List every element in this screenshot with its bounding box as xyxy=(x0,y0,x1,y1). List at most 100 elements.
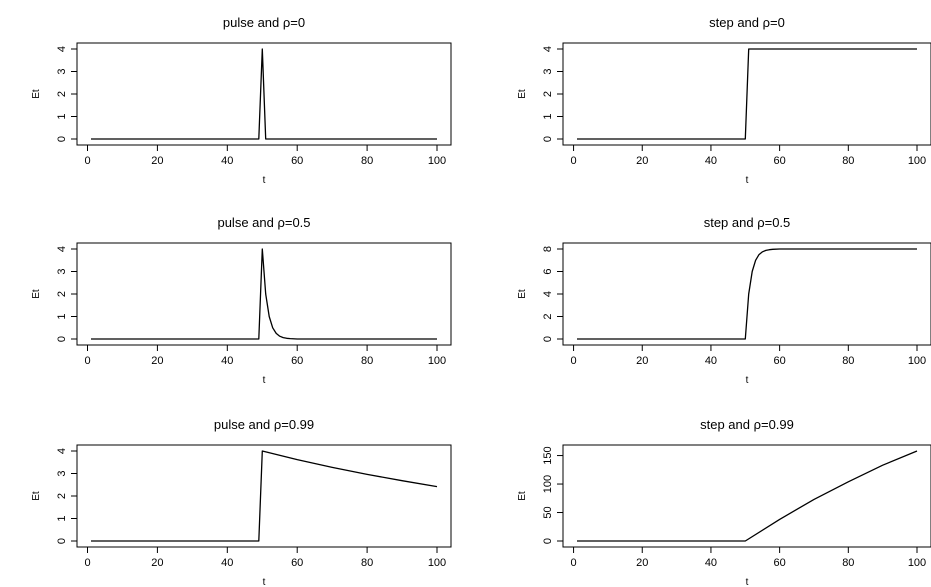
x-tick-label: 100 xyxy=(908,355,926,367)
y-axis-label: Et xyxy=(31,491,42,501)
x-axis-label: t xyxy=(746,577,749,587)
y-tick-label: 2 xyxy=(56,91,68,97)
panel-2: step and ρ=0 0 20 40 60 80 100 0 1 2 3 4 t Et xyxy=(517,15,931,186)
x-tick-label: 60 xyxy=(774,557,786,569)
y-axis-label: Et xyxy=(517,289,528,299)
x-tick-label: 100 xyxy=(428,155,446,167)
panel-3: pulse and ρ=0.5 0 20 40 60 80 100 0 1 2 3 4 t Et xyxy=(31,215,452,386)
x-axis-label: t xyxy=(263,375,266,386)
x-tick-label: 40 xyxy=(221,355,233,367)
x-tick-label: 0 xyxy=(571,355,577,367)
x-tick-label: 60 xyxy=(291,557,303,569)
y-tick-label: 100 xyxy=(542,475,554,493)
y-tick-label: 6 xyxy=(542,268,554,274)
series-line xyxy=(91,248,437,340)
plot-frame xyxy=(562,242,931,346)
x-tick-label: 0 xyxy=(571,557,577,569)
y-tick-label: 0 xyxy=(56,336,68,342)
y-axis-label: Et xyxy=(31,89,42,99)
y-tick-label: 150 xyxy=(542,446,554,464)
y-tick-label: 2 xyxy=(542,313,554,319)
x-tick-label: 60 xyxy=(774,155,786,167)
y-tick-label: 4 xyxy=(56,46,68,52)
plot-frame xyxy=(76,444,452,548)
y-tick-label: 2 xyxy=(56,291,68,297)
y-tick-label: 3 xyxy=(56,470,68,476)
x-tick-label: 20 xyxy=(636,155,648,167)
series-line xyxy=(91,48,437,140)
y-tick-label: 0 xyxy=(542,136,554,142)
x-tick-label: 100 xyxy=(908,557,926,569)
chart-title: pulse and ρ=0.99 xyxy=(214,417,314,432)
x-tick-label: 60 xyxy=(291,155,303,167)
x-tick-label: 0 xyxy=(84,155,90,167)
y-tick-label: 0 xyxy=(56,538,68,544)
series-line xyxy=(91,450,438,542)
x-tick-label: 40 xyxy=(705,155,717,167)
x-tick-label: 80 xyxy=(361,557,373,569)
x-tick-label: 20 xyxy=(636,355,648,367)
panel-4: step and ρ=0.5 0 20 40 60 80 100 0 2 4 6 8 t Et xyxy=(517,215,931,386)
chart-title: pulse and ρ=0 xyxy=(223,15,305,30)
x-tick-label: 60 xyxy=(774,355,786,367)
x-tick-label: 100 xyxy=(428,557,446,569)
x-tick-label: 20 xyxy=(636,557,648,569)
chart-title: step and ρ=0 xyxy=(709,15,785,30)
x-tick-label: 60 xyxy=(291,355,303,367)
x-tick-label: 100 xyxy=(428,355,446,367)
x-tick-label: 0 xyxy=(571,155,577,167)
y-tick-label: 8 xyxy=(542,246,554,252)
y-axis-label: Et xyxy=(517,491,528,501)
plot-frame xyxy=(562,444,931,548)
x-tick-label: 20 xyxy=(151,557,163,569)
x-tick-label: 20 xyxy=(151,155,163,167)
x-tick-label: 40 xyxy=(221,557,233,569)
y-tick-label: 3 xyxy=(56,68,68,74)
plot-frame xyxy=(76,242,452,346)
y-tick-label: 2 xyxy=(56,493,68,499)
x-tick-label: 20 xyxy=(151,355,163,367)
x-axis-label: t xyxy=(746,175,749,186)
y-tick-label: 2 xyxy=(542,91,554,97)
y-tick-label: 4 xyxy=(542,291,554,297)
x-tick-label: 40 xyxy=(221,155,233,167)
y-tick-label: 3 xyxy=(56,268,68,274)
y-tick-label: 3 xyxy=(542,68,554,74)
y-tick-label: 4 xyxy=(56,448,68,454)
x-tick-label: 80 xyxy=(361,155,373,167)
x-tick-label: 80 xyxy=(842,355,854,367)
y-tick-label: 1 xyxy=(542,113,554,119)
y-tick-label: 0 xyxy=(56,136,68,142)
panel-5: pulse and ρ=0.99 0 20 40 60 80 100 0 1 2 3 4 t Et xyxy=(31,417,452,587)
x-axis-label: t xyxy=(263,577,266,587)
y-tick-label: 1 xyxy=(56,313,68,319)
series-line xyxy=(577,48,917,140)
panel-6: step and ρ=0.99 0 20 40 60 80 100 0 50 100 150 t Et xyxy=(517,417,931,587)
x-tick-label: 80 xyxy=(842,557,854,569)
chart-title: step and ρ=0.5 xyxy=(704,215,791,230)
y-tick-label: 1 xyxy=(56,515,68,521)
y-tick-label: 4 xyxy=(542,46,554,52)
x-axis-label: t xyxy=(746,375,749,386)
x-tick-label: 40 xyxy=(705,355,717,367)
y-tick-label: 0 xyxy=(542,336,554,342)
series-line xyxy=(577,450,918,542)
y-tick-label: 1 xyxy=(56,113,68,119)
x-tick-label: 0 xyxy=(84,557,90,569)
x-tick-label: 40 xyxy=(705,557,717,569)
y-tick-label: 4 xyxy=(56,246,68,252)
chart-title: step and ρ=0.99 xyxy=(700,417,794,432)
x-tick-label: 80 xyxy=(361,355,373,367)
chart-title: pulse and ρ=0.5 xyxy=(217,215,310,230)
y-axis-label: Et xyxy=(517,89,528,99)
series-line xyxy=(577,248,917,340)
x-tick-label: 100 xyxy=(908,155,926,167)
y-tick-label: 0 xyxy=(542,538,554,544)
x-tick-label: 0 xyxy=(84,355,90,367)
y-tick-label: 50 xyxy=(542,506,554,518)
y-axis-label: Et xyxy=(31,289,42,299)
x-axis-label: t xyxy=(263,175,266,186)
panel-1: pulse and ρ=0 0 20 40 60 80 100 0 1 2 3 4 t Et xyxy=(31,15,452,186)
x-tick-label: 80 xyxy=(842,155,854,167)
